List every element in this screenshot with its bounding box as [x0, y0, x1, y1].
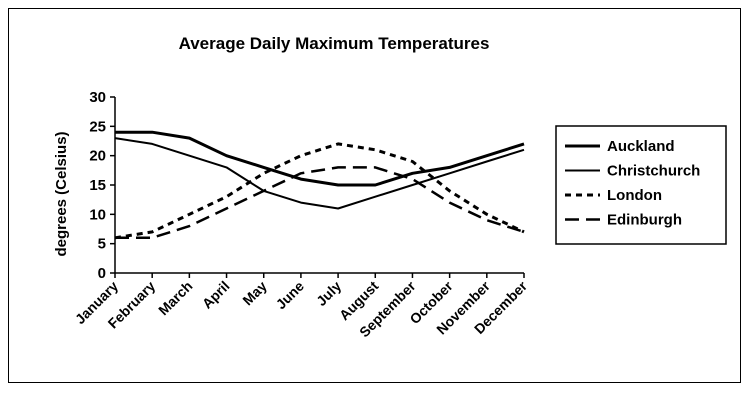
legend: Auckland Christchurch London Edinburgh: [555, 125, 727, 245]
chart-title: Average Daily Maximum Temperatures: [179, 34, 490, 53]
series-line: [115, 166, 525, 240]
axes: [114, 97, 524, 274]
series-line: [114, 142, 525, 240]
chart-frame: Average Daily Maximum Temperatures degre…: [8, 8, 741, 383]
x-tick-label: April: [199, 278, 233, 312]
y-tick-label: 15: [89, 177, 106, 194]
legend-entry-label: London: [607, 187, 662, 204]
x-tick-label: March: [155, 278, 195, 318]
y-tick-label: 20: [89, 148, 106, 165]
x-tick-label: July: [313, 278, 344, 309]
line-chart: Average Daily Maximum Temperatures degre…: [53, 34, 727, 340]
legend-entry-label: Edinburgh: [607, 212, 682, 229]
series-lines: [114, 130, 525, 240]
series-line: [115, 130, 525, 187]
series-line: [114, 137, 525, 210]
y-tick-label: 5: [98, 236, 106, 253]
y-tick-label: 30: [89, 89, 106, 106]
y-tick-label: 0: [98, 265, 106, 282]
y-axis-label: degrees (Celsius): [53, 131, 70, 256]
y-tick-label: 10: [89, 206, 106, 223]
x-tick-label: May: [239, 278, 270, 309]
legend-entry-label: Christchurch: [607, 163, 700, 180]
legend-entry-label: Auckland: [607, 138, 675, 155]
x-tick-label: June: [273, 278, 308, 313]
y-tick-label: 25: [89, 118, 106, 135]
y-ticks: 0 5 10 15 20 25 30: [89, 89, 115, 282]
